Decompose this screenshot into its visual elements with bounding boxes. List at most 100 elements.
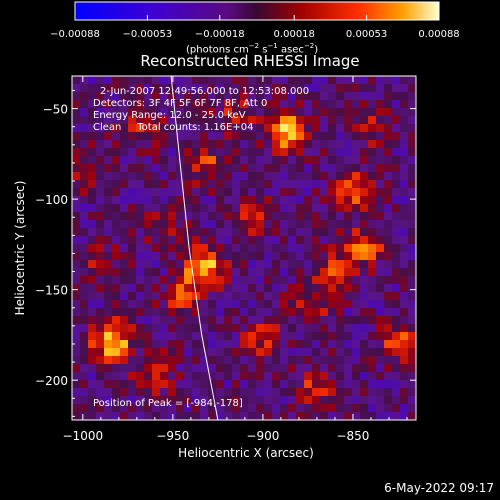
heatmap-cell [336,284,345,293]
heatmap-cell [152,380,161,389]
heatmap-cell [408,340,416,349]
heatmap-cell [224,380,233,389]
heatmap-cell [352,148,361,157]
heatmap-cell [160,252,169,261]
heatmap-cell [352,364,361,373]
heatmap-cell [296,228,305,237]
heatmap-cell [136,108,145,117]
heatmap-cell [96,92,105,101]
heatmap-cell [288,124,297,133]
heatmap-cell [216,260,225,269]
heatmap-cell [184,188,193,197]
heatmap-cell [216,340,225,349]
heatmap-cell [392,180,401,189]
heatmap-cell [312,372,321,381]
heatmap-cell [240,76,249,85]
heatmap-cell [240,308,249,317]
heatmap-cell [128,196,137,205]
heatmap-cell [136,260,145,269]
heatmap-cell [96,340,105,349]
heatmap-cell [152,316,161,325]
heatmap-cell [256,300,265,309]
heatmap-cell [336,244,345,253]
heatmap-cell [152,124,161,133]
heatmap-cell [104,244,113,253]
heatmap-cell [144,324,153,333]
heatmap-cell [168,324,177,333]
heatmap-cell [272,300,281,309]
heatmap-cell [168,292,177,301]
heatmap-cell [272,412,281,420]
heatmap-cell [352,316,361,325]
heatmap-cell [160,220,169,229]
colorbar [74,1,440,21]
heatmap-cell [200,76,209,85]
heatmap-cell [144,180,153,189]
heatmap-cell [368,316,377,325]
heatmap-cell [376,76,385,85]
heatmap-cell [312,332,321,341]
heatmap-cell [152,148,161,157]
heatmap-cell [408,252,416,261]
heatmap-cell [384,300,393,309]
heatmap-cell [88,380,97,389]
heatmap-cell [192,92,201,101]
heatmap-cell [344,348,353,357]
heatmap-cell [136,356,145,365]
heatmap-cell [304,372,313,381]
heatmap-cell [312,84,321,93]
heatmap-cell [304,220,313,229]
heatmap-cell [272,140,281,149]
heatmap-cell [304,396,313,405]
heatmap-cell [88,108,97,117]
heatmap-cell [232,332,241,341]
heatmap-cell [408,100,416,109]
heatmap-cell [296,132,305,141]
heatmap-cell [408,292,416,301]
heatmap-cell [200,308,209,317]
heatmap-cell [160,148,169,157]
heatmap-cell [72,324,81,333]
heatmap-cell [328,212,337,221]
heatmap-cell [376,108,385,117]
heatmap-cell [112,212,121,221]
heatmap-cell [288,404,297,413]
heatmap-cell [328,252,337,261]
heatmap-cell [152,348,161,357]
heatmap-cell [152,236,161,245]
heatmap-cell [104,364,113,373]
heatmap-cell [248,228,257,237]
x-tick-label: −850 [336,429,369,443]
heatmap-cell [128,180,137,189]
heatmap-cell [208,100,217,109]
heatmap-cell [312,180,321,189]
heatmap-cell [232,252,241,261]
heatmap-cell [72,204,81,213]
heatmap-cell [360,196,369,205]
colorbar-ticks: −0.00088 −0.00053 −0.00018 0.00018 0.00053 0.… [50,15,460,40]
footer-date: 6-May-2022 09:17 [384,481,494,495]
heatmap-cell [400,268,409,277]
heatmap-cell [208,308,217,317]
heatmap-cell [120,180,129,189]
heatmap-cell [104,84,113,93]
heatmap-cell [352,204,361,213]
heatmap-cell [200,332,209,341]
heatmap-cell [384,228,393,237]
heatmap-cell [128,204,137,213]
heatmap-cell [368,292,377,301]
heatmap-cell [208,172,217,181]
heatmap-cell [304,204,313,213]
heatmap-cell [232,292,241,301]
heatmap-cell [88,188,97,197]
heatmap-cell [392,276,401,285]
heatmap-cell [328,188,337,197]
heatmap-cell [88,156,97,165]
heatmap-cell [320,356,329,365]
heatmap-cell [80,196,89,205]
heatmap-cell [120,148,129,157]
heatmap-cell [312,308,321,317]
heatmap-cell [96,156,105,165]
heatmap-cell [360,172,369,181]
heatmap-cell [192,268,201,277]
